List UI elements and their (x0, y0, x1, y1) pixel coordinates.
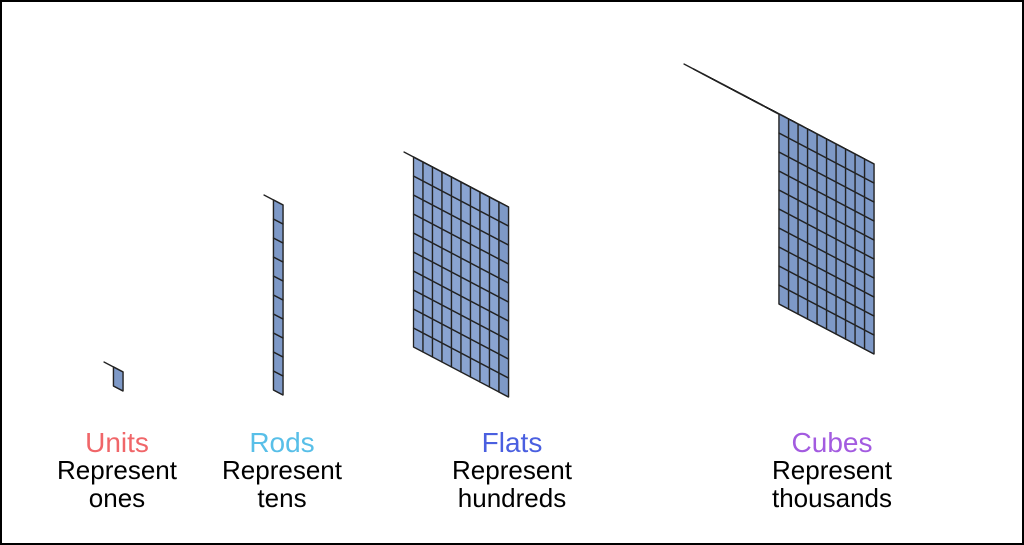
diagram-stage: UnitsRepresent onesRodsRepresent tens Fla… (2, 2, 1022, 543)
cube-label-group: CubesRepresent thousands (722, 428, 942, 512)
cube-subtitle: Represent thousands (722, 457, 942, 512)
flat-subtitle: Represent hundreds (412, 457, 612, 512)
flat-title: Flats (412, 428, 612, 457)
cube-block (682, 62, 876, 356)
rod-title: Rods (192, 428, 372, 457)
cube-title: Cubes (722, 428, 942, 457)
unit-block (102, 360, 125, 393)
unit-title: Units (37, 428, 197, 457)
flat-block (402, 150, 511, 399)
flat-label-group: FlatsRepresent hundreds (412, 428, 612, 512)
unit-label-group: UnitsRepresent ones (37, 428, 197, 512)
diagram-frame: UnitsRepresent onesRodsRepresent tens Fla… (0, 0, 1024, 545)
rod-label-group: RodsRepresent tens (192, 428, 372, 512)
rod-subtitle: Represent tens (192, 457, 372, 512)
rod-block (262, 193, 285, 397)
unit-subtitle: Represent ones (37, 457, 197, 512)
